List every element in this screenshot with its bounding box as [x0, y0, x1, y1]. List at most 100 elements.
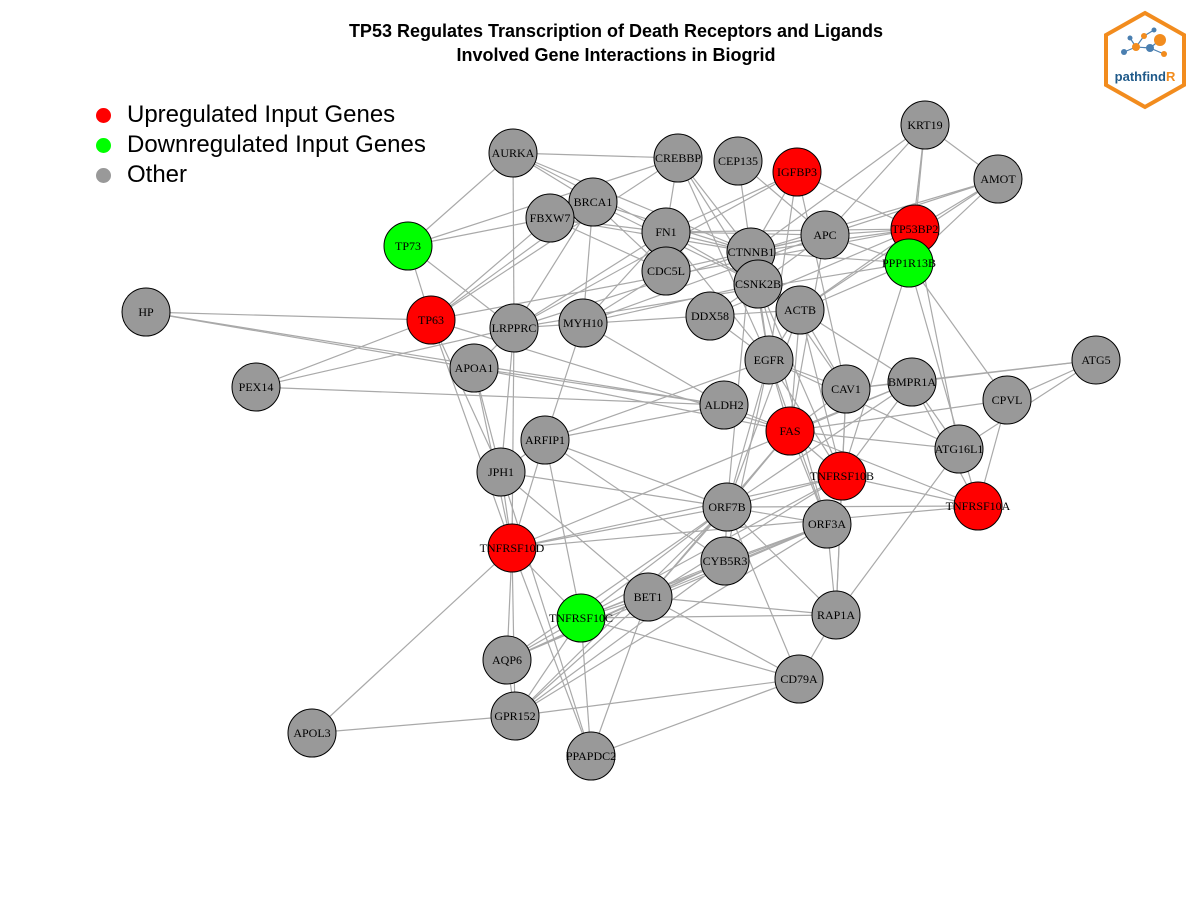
node-circle	[490, 691, 540, 741]
node-fbxw7: FBXW7	[525, 193, 575, 243]
edge-CYB5R3-GPR152	[514, 560, 726, 717]
edge-AURKA-LRPPRC	[512, 152, 515, 329]
edge-AURKA-CTNNB1	[512, 152, 752, 253]
node-label: IGFBP3	[777, 165, 817, 179]
node-label: ALDH2	[704, 398, 743, 412]
node-amot: AMOT	[973, 154, 1023, 204]
edge-BET1-PPAPDC2	[590, 596, 649, 757]
node-label: EGFR	[754, 353, 785, 367]
node-actb: ACTB	[775, 285, 825, 335]
node-label: CPVL	[992, 393, 1023, 407]
edge-ORF7B-RAP1A	[726, 506, 837, 616]
legend-dot-down	[96, 137, 111, 153]
node-label: PPP1R13B	[882, 256, 936, 270]
node-label: ARFIP1	[525, 433, 565, 447]
edge-TNFRSF10D-GPR152	[511, 547, 516, 717]
node-circle	[287, 708, 337, 758]
node-circle	[802, 499, 852, 549]
node-label: APC	[813, 228, 836, 242]
edge-PPP1R13B-CPVL	[908, 262, 1008, 401]
edge-AURKA-CREBBP	[512, 152, 679, 159]
node-bet1: BET1	[623, 572, 673, 622]
edge-ORF7B-TNFRSF10C	[580, 506, 728, 619]
node-circle	[702, 482, 752, 532]
node-circle	[817, 451, 867, 501]
node-label: AQP6	[492, 653, 522, 667]
node-lrpprc: LRPPRC	[489, 303, 539, 353]
node-circle	[482, 635, 532, 685]
node-cep135: CEP135	[713, 136, 763, 186]
node-circle	[811, 590, 861, 640]
node-krt19: KRT19	[900, 100, 950, 150]
node-circle	[973, 154, 1023, 204]
edge-GPR152-CD79A	[514, 678, 800, 717]
node-circle	[558, 298, 608, 348]
node-gpr152: GPR152	[490, 691, 540, 741]
node-circle	[982, 375, 1032, 425]
node-circle	[489, 303, 539, 353]
node-circle	[231, 362, 281, 412]
node-label: CSNK2B	[735, 277, 781, 291]
node-label: KRT19	[907, 118, 942, 132]
edge-APC-MYH10	[582, 234, 826, 324]
node-crebbp: CREBBP	[653, 133, 703, 183]
node-brca1: BRCA1	[568, 177, 618, 227]
node-label: FN1	[655, 225, 676, 239]
node-apc: APC	[800, 210, 850, 260]
edge-ORF7B-TNFRSF10D	[511, 506, 728, 549]
node-label: LRPPRC	[492, 321, 537, 335]
node-circle	[821, 364, 871, 414]
node-bmpr1a: BMPR1A	[887, 357, 937, 407]
edge-ATG16L1-FAS	[789, 430, 960, 450]
node-circle	[383, 221, 433, 271]
node-circle	[641, 246, 691, 296]
node-label: TNFRSF10D	[480, 541, 545, 555]
node-label: TP63	[418, 313, 444, 327]
node-myh10: MYH10	[558, 298, 608, 348]
edge-ATG16L1-RAP1A	[835, 448, 960, 616]
node-circle	[699, 380, 749, 430]
node-label: ACTB	[784, 303, 816, 317]
edge-HP-ALDH2	[145, 311, 725, 406]
node-label: FAS	[779, 424, 800, 438]
node-tp73: TP73	[383, 221, 433, 271]
node-arfip1: ARFIP1	[520, 415, 570, 465]
edge-LRPPRC-ACTB	[513, 309, 801, 329]
node-ppapdc2: PPAPDC2	[566, 731, 616, 781]
node-label: ORF3A	[808, 517, 846, 531]
edge-JPH1-ORF7B	[500, 471, 728, 508]
edge-FN1-TP53BP2	[665, 228, 916, 233]
logo-text: pathfindR	[1114, 69, 1176, 84]
node-circle	[765, 406, 815, 456]
node-label: PPAPDC2	[566, 749, 616, 763]
edge-HP-APOA1	[145, 311, 475, 369]
node-ddx58: DDX58	[685, 291, 735, 341]
node-label: CEP135	[718, 154, 758, 168]
node-circle	[406, 295, 456, 345]
logo-hexagon-icon	[1104, 10, 1186, 110]
node-circle	[525, 193, 575, 243]
edge-IGFBP3-CAV1	[796, 171, 847, 390]
node-circle	[774, 654, 824, 704]
node-label: TNFRSF10C	[549, 611, 613, 625]
edge-ORF3A-GPR152	[514, 523, 828, 717]
edge-RAP1A-TNFRSF10C	[580, 614, 837, 619]
node-circle	[800, 210, 850, 260]
node-circle	[121, 287, 171, 337]
legend-label-down: Downregulated Input Genes	[127, 131, 426, 158]
edge-TNFRSF10A-TNFRSF10D	[511, 505, 979, 549]
edge-ALDH2-ARFIP1	[544, 404, 725, 441]
node-igfbp3: IGFBP3	[772, 147, 822, 197]
node-circle	[449, 343, 499, 393]
node-label: TNFRSF10A	[946, 499, 1011, 513]
node-label: HP	[138, 305, 154, 319]
node-label: CTNNB1	[728, 245, 775, 259]
node-layer: AURKA CREBBP CEP135 IGFBP3 KRT19 AMOT BRCA1FBX…	[121, 100, 1121, 781]
node-circle	[653, 133, 703, 183]
edge-ORF7B-CD79A	[726, 506, 800, 680]
node-cpvl: CPVL	[982, 375, 1032, 425]
legend-item-up: Upregulated Input Genes	[96, 100, 426, 130]
node-circle	[713, 136, 763, 186]
node-label: CYB5R3	[703, 554, 748, 568]
node-circle	[887, 357, 937, 407]
